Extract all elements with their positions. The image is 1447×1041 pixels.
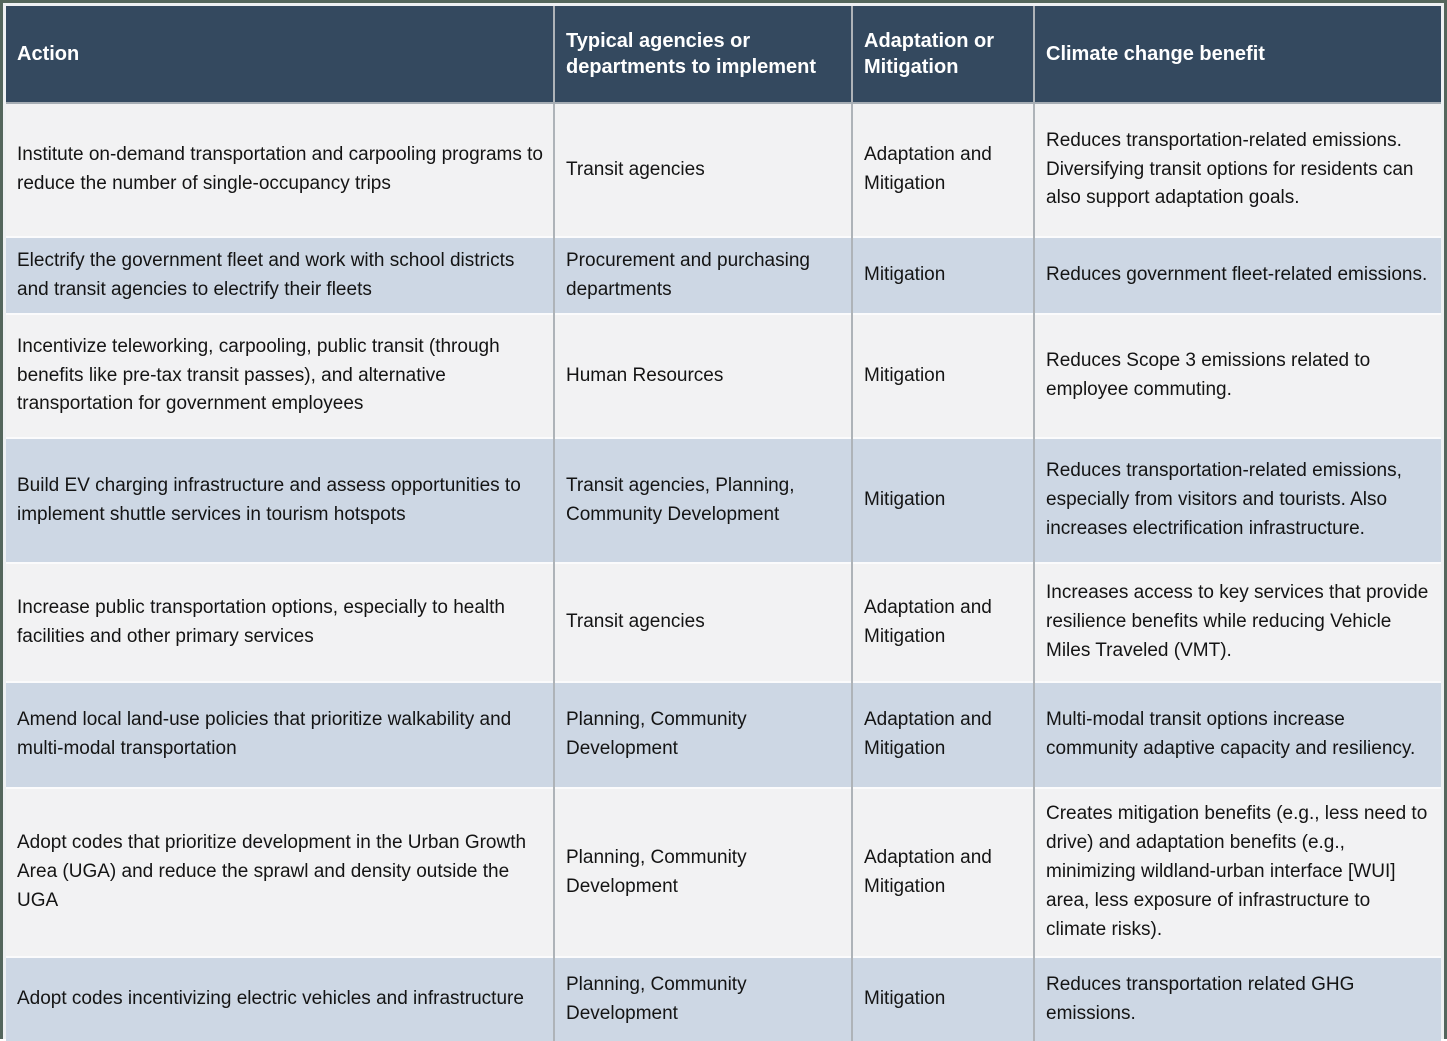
column-header-adaptation-mitigation: Adaptation or Mitigation: [852, 6, 1035, 104]
benefit-cell: Creates mitigation benefits (e.g., less …: [1046, 803, 1428, 940]
category-cell: Mitigation: [852, 957, 1035, 1041]
category-cell: Adaptation and Mitigation: [852, 682, 1035, 788]
benefit-cell: Reduces Scope 3 emissions related to emp…: [1046, 350, 1371, 400]
table-row: Institute on-demand transportation and c…: [6, 103, 1441, 237]
table-row: Incentivize teleworking, carpooling, pub…: [6, 314, 1441, 438]
benefit-cell: Increases access to key services that pr…: [1046, 582, 1429, 661]
agencies-cell: Planning, Community Development: [554, 957, 853, 1041]
table-row: Build EV charging infrastructure and ass…: [6, 438, 1441, 563]
table-row: Increase public transportation options, …: [6, 563, 1441, 682]
category-cell: Mitigation: [852, 237, 1035, 314]
table-header: Action Typical agencies or departments t…: [6, 6, 1441, 104]
climate-actions-table: Action Typical agencies or departments t…: [6, 6, 1441, 1041]
agencies-cell: Procurement and purchasing departments: [554, 237, 853, 314]
category-cell: Mitigation: [852, 314, 1035, 438]
column-header-agencies: Typical agencies or departments to imple…: [554, 6, 853, 104]
agencies-cell: Human Resources: [554, 314, 853, 438]
category-cell: Mitigation: [852, 438, 1035, 563]
table-row: Electrify the government fleet and work …: [6, 237, 1441, 314]
category-cell: Adaptation and Mitigation: [852, 103, 1035, 237]
table-row: Adopt codes that prioritize development …: [6, 788, 1441, 957]
agencies-cell: Planning, Community Development: [554, 682, 853, 788]
benefit-cell: Reduces government fleet-related emissio…: [1046, 264, 1428, 286]
action-cell: Increase public transportation options, …: [6, 563, 555, 682]
table-row: Adopt codes incentivizing electric vehic…: [6, 957, 1441, 1041]
benefit-cell: Reduces transportation-related emissions…: [1046, 460, 1402, 539]
agencies-cell: Transit agencies: [554, 563, 853, 682]
action-cell: Build EV charging infrastructure and ass…: [6, 438, 555, 563]
category-cell: Adaptation and Mitigation: [852, 563, 1035, 682]
agencies-cell: Transit agencies, Planning, Community De…: [554, 438, 853, 563]
action-cell: Adopt codes incentivizing electric vehic…: [6, 957, 555, 1041]
table-body: Institute on-demand transportation and c…: [6, 103, 1441, 1041]
action-cell: Institute on-demand transportation and c…: [6, 103, 555, 237]
header-row: Action Typical agencies or departments t…: [6, 6, 1441, 104]
column-header-action: Action: [6, 6, 555, 104]
action-cell: Amend local land-use policies that prior…: [6, 682, 555, 788]
action-cell: Electrify the government fleet and work …: [6, 237, 555, 314]
table-row: Amend local land-use policies that prior…: [6, 682, 1441, 788]
agencies-cell: Planning, Community Development: [554, 788, 853, 957]
agencies-cell: Transit agencies: [554, 103, 853, 237]
benefit-cell: Reduces transportation related GHG emiss…: [1046, 973, 1355, 1024]
column-header-climate-benefit: Climate change benefit: [1034, 6, 1441, 104]
action-cell: Adopt codes that prioritize development …: [6, 788, 555, 957]
benefit-cell: Reduces transportation-related emissions…: [1046, 129, 1414, 209]
category-cell: Adaptation and Mitigation: [852, 788, 1035, 957]
benefit-cell: Multi-modal transit options increase com…: [1046, 709, 1416, 759]
action-cell: Incentivize teleworking, carpooling, pub…: [6, 314, 555, 438]
